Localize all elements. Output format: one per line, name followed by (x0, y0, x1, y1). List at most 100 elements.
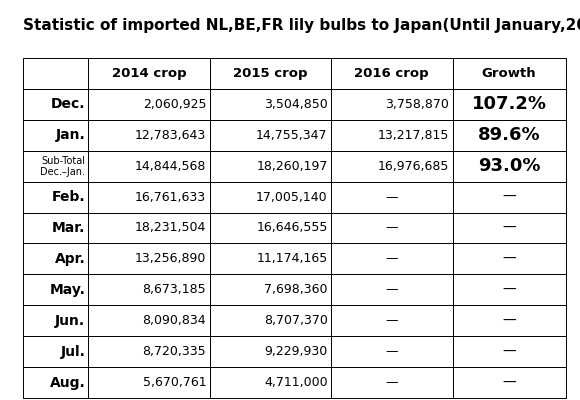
Text: 2016 crop: 2016 crop (354, 67, 429, 80)
Bar (452, 58, 566, 89)
Text: Jun.: Jun. (55, 314, 85, 328)
Bar (452, 151, 566, 182)
Bar (88, 151, 209, 182)
Bar (209, 367, 331, 398)
Bar (331, 244, 452, 274)
Bar (88, 274, 209, 305)
Text: 107.2%: 107.2% (472, 95, 546, 113)
Bar (331, 182, 452, 212)
Bar (88, 89, 209, 120)
Text: —: — (502, 283, 516, 297)
Bar (209, 58, 331, 89)
Text: 8,673,185: 8,673,185 (143, 283, 206, 296)
Text: 3,504,850: 3,504,850 (264, 98, 328, 111)
Text: 16,976,685: 16,976,685 (378, 160, 449, 173)
Text: —: — (502, 376, 516, 390)
Text: 2014 crop: 2014 crop (111, 67, 186, 80)
Bar (88, 305, 209, 336)
Bar (331, 336, 452, 367)
Text: 9,229,930: 9,229,930 (264, 345, 328, 358)
Text: Feb.: Feb. (52, 190, 85, 204)
Text: 11,174,165: 11,174,165 (256, 252, 328, 266)
Text: 16,646,555: 16,646,555 (256, 222, 328, 234)
Text: 12,783,643: 12,783,643 (135, 129, 206, 142)
Bar (23, 244, 88, 274)
Text: Dec.: Dec. (51, 97, 85, 111)
Bar (209, 182, 331, 212)
Bar (331, 274, 452, 305)
Text: May.: May. (49, 283, 85, 297)
Text: 18,260,197: 18,260,197 (256, 160, 328, 173)
Bar (88, 212, 209, 244)
Bar (88, 336, 209, 367)
Text: 93.0%: 93.0% (478, 157, 540, 175)
Bar (209, 274, 331, 305)
Text: 14,755,347: 14,755,347 (256, 129, 328, 142)
Bar (452, 89, 566, 120)
Bar (331, 120, 452, 151)
Text: —: — (386, 345, 398, 358)
Bar (88, 120, 209, 151)
Text: —: — (386, 314, 398, 327)
Bar (452, 305, 566, 336)
Text: Mar.: Mar. (52, 221, 85, 235)
Bar (209, 305, 331, 336)
Bar (331, 212, 452, 244)
Bar (452, 274, 566, 305)
Text: 14,844,568: 14,844,568 (135, 160, 206, 173)
Text: —: — (386, 222, 398, 234)
Text: Aug.: Aug. (49, 376, 85, 390)
Text: 89.6%: 89.6% (478, 126, 541, 144)
Bar (209, 212, 331, 244)
Text: 3,758,870: 3,758,870 (385, 98, 449, 111)
Bar (23, 182, 88, 212)
Text: Jul.: Jul. (60, 345, 85, 359)
Text: 7,698,360: 7,698,360 (264, 283, 328, 296)
Text: —: — (386, 252, 398, 266)
Text: 2015 crop: 2015 crop (233, 67, 307, 80)
Bar (23, 89, 88, 120)
Text: Statistic of imported NL,BE,FR lily bulbs to Japan(Until January,2017): Statistic of imported NL,BE,FR lily bulb… (23, 18, 580, 33)
Text: 5,670,761: 5,670,761 (143, 376, 206, 389)
Bar (88, 244, 209, 274)
Text: —: — (386, 283, 398, 296)
Text: —: — (502, 314, 516, 328)
Bar (452, 120, 566, 151)
Bar (23, 305, 88, 336)
Bar (452, 244, 566, 274)
Bar (331, 89, 452, 120)
Text: Jan.: Jan. (56, 128, 85, 142)
Bar (209, 89, 331, 120)
Bar (88, 367, 209, 398)
Text: 17,005,140: 17,005,140 (256, 190, 328, 204)
Bar (23, 58, 88, 89)
Bar (331, 151, 452, 182)
Bar (23, 120, 88, 151)
Bar (452, 212, 566, 244)
Text: —: — (502, 190, 516, 204)
Text: —: — (502, 221, 516, 235)
Text: —: — (502, 252, 516, 266)
Bar (23, 212, 88, 244)
Bar (331, 58, 452, 89)
Text: Growth: Growth (482, 67, 536, 80)
Bar (209, 120, 331, 151)
Bar (209, 336, 331, 367)
Bar (452, 336, 566, 367)
Bar (209, 244, 331, 274)
Bar (23, 336, 88, 367)
Bar (209, 151, 331, 182)
Text: Apr.: Apr. (55, 252, 85, 266)
Text: 13,256,890: 13,256,890 (135, 252, 206, 266)
Bar (23, 274, 88, 305)
Bar (452, 182, 566, 212)
Text: 4,711,000: 4,711,000 (264, 376, 328, 389)
Text: 13,217,815: 13,217,815 (378, 129, 449, 142)
Text: 8,720,335: 8,720,335 (143, 345, 206, 358)
Text: 8,090,834: 8,090,834 (143, 314, 206, 327)
Text: 2,060,925: 2,060,925 (143, 98, 206, 111)
Text: —: — (386, 190, 398, 204)
Text: Sub-Total
Dec.–Jan.: Sub-Total Dec.–Jan. (40, 156, 85, 177)
Bar (88, 182, 209, 212)
Bar (88, 58, 209, 89)
